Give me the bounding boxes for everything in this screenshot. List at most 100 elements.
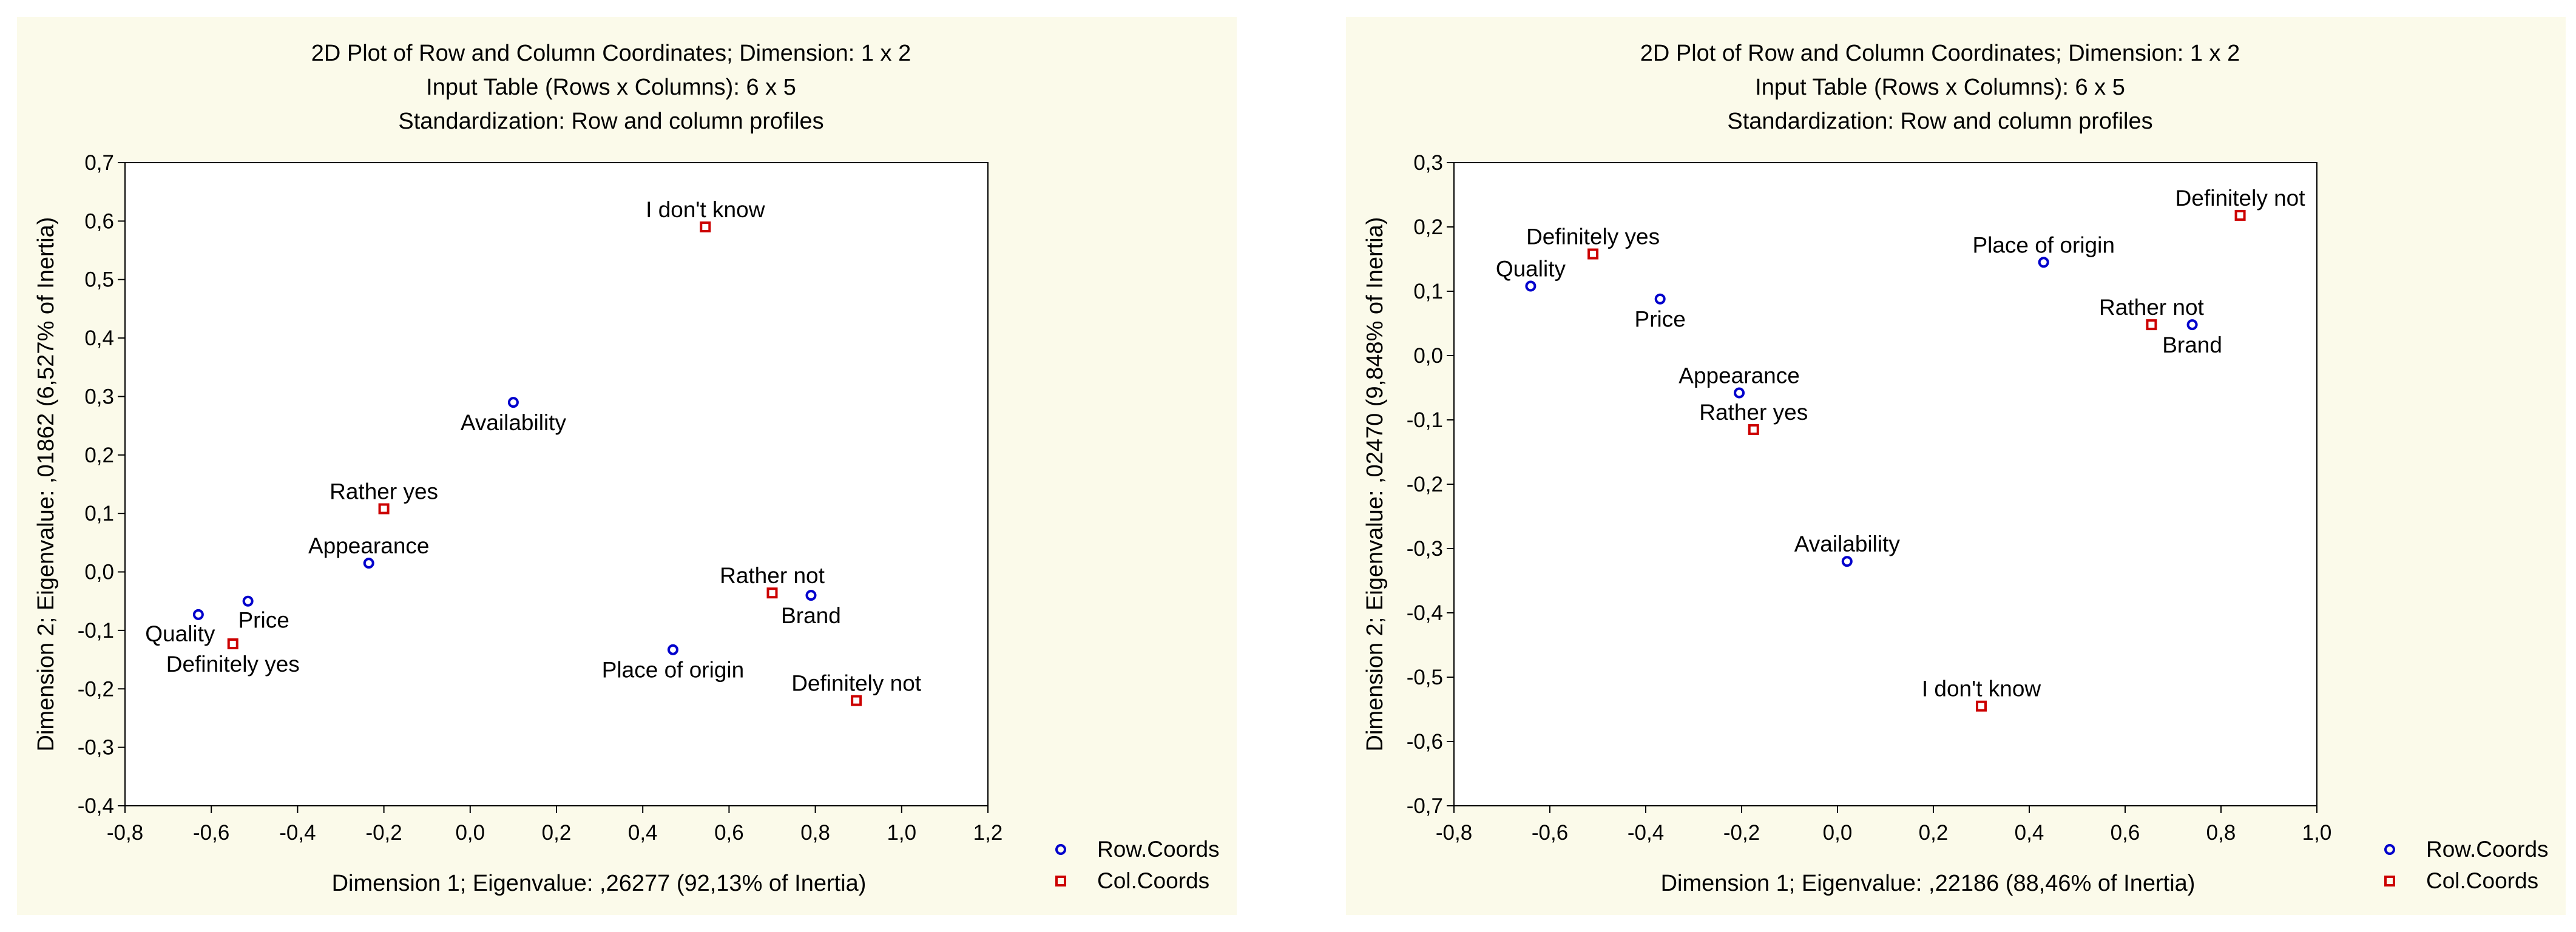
point-label-i-don-t-know: I don't know	[646, 197, 765, 222]
point-brand	[2186, 319, 2198, 331]
point-availability	[507, 397, 519, 408]
legend-label-row-coords: Row.Coords	[2426, 837, 2549, 862]
point-label-place-of-origin: Place of origin	[602, 658, 744, 683]
point-label-rather-not: Rather not	[720, 563, 825, 588]
point-label-definitely-yes: Definitely yes	[1526, 225, 1660, 249]
y-tick-label: -0,4	[78, 794, 114, 818]
x-tick-label: 0,4	[628, 821, 658, 845]
y-tick-label: 0,0	[84, 561, 114, 584]
x-axis-label: Dimension 1; Eigenvalue: ,26277 (92,13% …	[332, 871, 867, 896]
point-brand	[805, 590, 817, 601]
y-tick-label: -0,6	[1407, 730, 1443, 754]
x-tick-label: -0,2	[365, 821, 402, 845]
point-label-rather-yes: Rather yes	[330, 479, 438, 504]
y-tick-label: 0,3	[84, 385, 114, 408]
legend-marker-col-coords	[1055, 876, 1066, 886]
point-definitely-not	[851, 695, 862, 706]
point-label-availability: Availability	[461, 410, 567, 435]
x-tick-label: 1,0	[887, 821, 916, 845]
point-i-don-t-know	[1976, 700, 1987, 712]
x-tick-label: -0,2	[1723, 821, 1760, 845]
y-tick-label: 0,2	[1413, 215, 1443, 239]
point-label-price: Price	[238, 608, 289, 633]
x-tick-label: 1,2	[973, 821, 1003, 845]
y-tick-label: 0,7	[84, 151, 114, 175]
point-place-of-origin	[667, 644, 678, 655]
point-label-quality: Quality	[145, 621, 215, 646]
point-rather-yes	[1748, 424, 1759, 435]
point-label-availability: Availability	[1794, 532, 1901, 556]
legend-label-row-coords: Row.Coords	[1097, 837, 1220, 862]
y-tick-label: -0,1	[78, 619, 114, 643]
point-price	[1654, 293, 1666, 305]
point-label-appearance: Appearance	[308, 533, 430, 558]
x-tick-label: 1,0	[2302, 821, 2332, 845]
x-tick-label: -0,6	[193, 821, 229, 845]
y-axis-label: Dimension 2; Eigenvalue: ,01862 (6,527% …	[33, 217, 59, 752]
y-tick-label: -0,3	[78, 736, 114, 760]
x-tick-label: 0,6	[2111, 821, 2140, 845]
chart-panel-right: 2D Plot of Row and Column Coordinates; D…	[1346, 17, 2566, 915]
y-tick-label: -0,4	[1407, 601, 1443, 625]
point-label-definitely-not: Definitely not	[791, 671, 922, 696]
point-definitely-yes	[1587, 248, 1599, 260]
x-axis-label: Dimension 1; Eigenvalue: ,22186 (88,46% …	[1661, 871, 2196, 896]
y-tick-label: 0,3	[1413, 151, 1443, 175]
y-tick-label: 0,5	[84, 268, 114, 292]
point-label-definitely-not: Definitely not	[2175, 186, 2306, 211]
plot-area	[1453, 162, 2317, 806]
x-tick-label: 0,6	[714, 821, 744, 845]
point-definitely-yes	[227, 638, 238, 650]
scatter-chart-right: 2D Plot of Row and Column Coordinates; D…	[1362, 41, 2549, 896]
x-tick-label: -0,6	[1532, 821, 1568, 845]
legend-label-col-coords: Col.Coords	[1097, 868, 1209, 893]
point-label-rather-not: Rather not	[2099, 295, 2204, 320]
x-tick-label: 0,0	[1823, 821, 1853, 845]
point-label-definitely-yes: Definitely yes	[166, 652, 300, 677]
chart-title-line: Input Table (Rows x Columns): 6 x 5	[1755, 75, 2125, 100]
x-tick-label: 0,8	[2206, 821, 2236, 845]
y-tick-label: -0,3	[1407, 537, 1443, 561]
y-axis-label: Dimension 2; Eigenvalue: ,02470 (9,848% …	[1362, 217, 1388, 752]
plot-area	[124, 162, 989, 806]
y-tick-label: 0,1	[1413, 280, 1443, 303]
y-tick-label: -0,2	[1407, 473, 1443, 496]
chart-title-line: Input Table (Rows x Columns): 6 x 5	[426, 75, 796, 100]
point-definitely-not	[2234, 209, 2246, 221]
point-price	[242, 595, 254, 607]
point-label-i-don-t-know: I don't know	[1922, 677, 2041, 701]
chart-title-line: Standardization: Row and column profiles	[1727, 109, 2152, 134]
point-label-brand: Brand	[781, 603, 841, 628]
x-tick-label: 0,8	[800, 821, 830, 845]
point-label-quality: Quality	[1496, 257, 1566, 282]
point-place-of-origin	[2038, 257, 2049, 268]
point-rather-yes	[378, 503, 390, 515]
point-quality	[1525, 280, 1536, 292]
x-tick-label: -0,4	[1628, 821, 1664, 845]
y-tick-label: 0,2	[84, 444, 114, 467]
y-tick-label: 0,1	[84, 502, 114, 525]
x-tick-label: -0,8	[1436, 821, 1472, 845]
chart-title-line: 2D Plot of Row and Column Coordinates; D…	[311, 41, 911, 66]
x-tick-label: 0,2	[542, 821, 572, 845]
point-label-rather-yes: Rather yes	[1699, 400, 1808, 425]
y-tick-label: 0,0	[1413, 344, 1443, 368]
point-label-price: Price	[1635, 307, 1686, 332]
y-tick-label: -0,1	[1407, 408, 1443, 432]
scatter-chart-left: 2D Plot of Row and Column Coordinates; D…	[33, 41, 1220, 896]
chart-title-line: 2D Plot of Row and Column Coordinates; D…	[1640, 41, 2240, 66]
point-appearance	[363, 558, 374, 569]
point-appearance	[1734, 387, 1745, 399]
point-availability	[1841, 556, 1853, 567]
x-tick-label: 0,4	[2015, 821, 2044, 845]
point-label-brand: Brand	[2162, 333, 2222, 357]
y-tick-label: -0,7	[1407, 794, 1443, 818]
x-tick-label: 0,2	[1919, 821, 1949, 845]
point-quality	[192, 609, 204, 620]
x-tick-label: 0,0	[455, 821, 485, 845]
point-rather-not	[2146, 319, 2157, 331]
legend-marker-row-coords	[2384, 844, 2395, 855]
y-tick-label: -0,5	[1407, 666, 1443, 689]
point-i-don-t-know	[700, 221, 711, 232]
x-tick-label: -0,8	[107, 821, 143, 845]
